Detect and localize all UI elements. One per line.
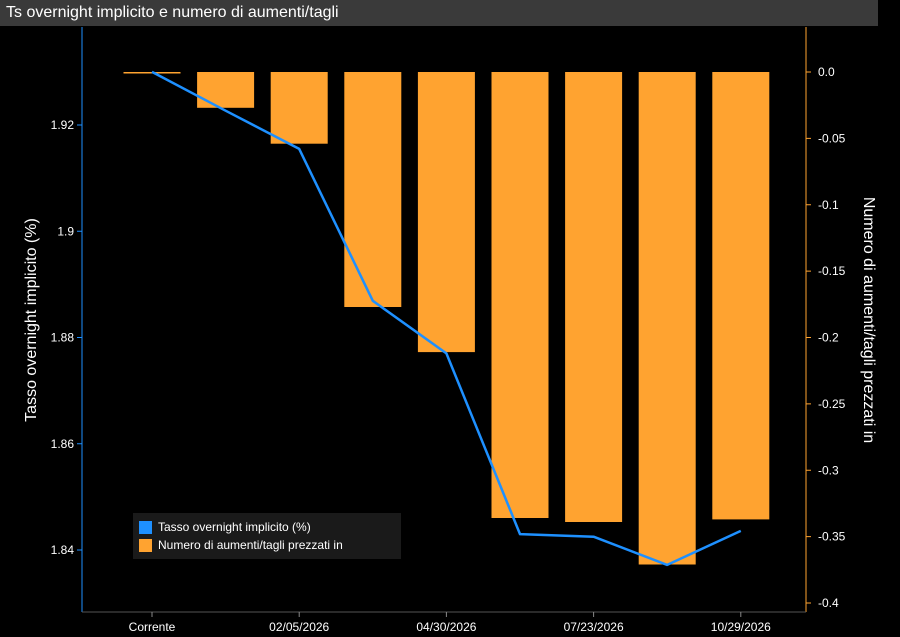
left-tick-label-0: 1.84 [51,543,75,557]
right-tick-label-0: 0.0 [818,65,835,79]
left-tick-label-3: 1.9 [57,224,74,238]
x-tick-label-2: 04/30/2026 [416,620,476,634]
bar-4 [417,72,475,353]
bar-7 [638,72,696,565]
chart-title: Ts overnight implicito e numero di aumen… [0,0,878,26]
x-tick-label-4: 10/29/2026 [711,620,771,634]
right-tick-label-2: -0.1 [818,198,839,212]
right-tick-label-1: -0.05 [818,131,846,145]
bar-2 [270,72,328,144]
x-tick-label-3: 07/23/2026 [564,620,624,634]
legend-entry-line: Tasso overnight implicito (%) [139,518,395,536]
right-tick-label-5: -0.25 [818,397,846,411]
left-tick-label-2: 1.88 [51,331,75,345]
legend-entry-bars: Numero di aumenti/tagli prezzati in [139,536,395,554]
labels-layer: 1.84 1.86 1.88 1.9 1.92 0.0 -0.05 -0.1 -0.15 -0.2… [23,65,877,634]
x-tick-label-1: 02/05/2026 [269,620,329,634]
bar-5 [491,72,549,518]
left-axis-title: Tasso overnight implicito (%) [23,218,40,422]
bar-8 [712,72,770,520]
legend-swatch-bars [139,538,152,552]
right-axis-title: Numero di aumenti/tagli prezzati in [860,197,877,443]
bar-6 [565,72,623,522]
bars-layer [123,72,770,565]
right-tick-label-6: -0.3 [818,463,839,477]
right-tick-label-8: -0.4 [818,596,839,610]
left-tick-label-4: 1.92 [51,118,75,132]
axes-layer [77,27,811,617]
right-tick-label-3: -0.15 [818,264,846,278]
bar-3 [344,72,402,307]
bar-1 [197,72,255,108]
legend-swatch-line [139,520,152,534]
line-layer [151,70,742,567]
left-tick-label-1: 1.86 [51,437,75,451]
x-tick-label-0: Corrente [129,620,176,634]
legend: Tasso overnight implicito (%) Numero di … [133,513,401,559]
legend-label-bars: Numero di aumenti/tagli prezzati in [158,538,343,552]
right-tick-label-7: -0.35 [818,530,846,544]
legend-label-line: Tasso overnight implicito (%) [158,520,311,534]
right-tick-label-4: -0.2 [818,331,839,345]
